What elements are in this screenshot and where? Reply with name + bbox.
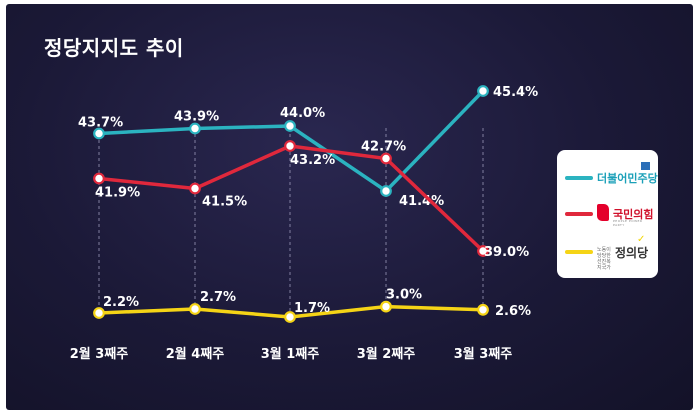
data-point [284, 120, 296, 132]
data-label: 39.0% [484, 245, 529, 260]
data-label: 2.2% [103, 295, 139, 310]
x-tick-label: 3월 2째주 [357, 346, 416, 362]
legend: 더불어민주당 국민의힘 PEOPLE POWER PARTY 노동이 당당한 선… [557, 150, 658, 278]
flag-icon [641, 162, 650, 170]
legend-line-justice [565, 250, 593, 254]
x-tick-label: 2월 3째주 [70, 346, 129, 362]
data-label: 42.7% [361, 140, 406, 155]
data-point [93, 307, 105, 319]
data-label: 2.6% [495, 304, 531, 319]
data-point [189, 303, 201, 315]
chart-title: 정당지지도 추이 [44, 36, 184, 60]
data-point [380, 152, 392, 165]
legend-item-justice: 노동이 당당한 선진복지국가 정의당 ✓ [565, 234, 653, 271]
data-label: 43.2% [290, 153, 335, 168]
legend-ppp-subtitle: PEOPLE POWER PARTY [613, 219, 643, 227]
data-label: 45.4% [493, 85, 538, 100]
data-point [93, 127, 105, 140]
data-point [284, 311, 296, 323]
data-point [93, 172, 105, 185]
legend-justice-tagline: 노동이 당당한 선진복지국가 [597, 247, 611, 271]
ppp-logo-icon [597, 204, 609, 221]
data-point [380, 300, 392, 313]
data-point [380, 185, 392, 197]
data-point [189, 182, 201, 195]
x-tick-label: 2월 4째주 [166, 346, 225, 362]
data-point [189, 122, 201, 135]
data-label: 41.9% [95, 186, 140, 201]
data-label: 43.9% [174, 110, 219, 125]
x-tick-label: 3월 3째주 [454, 346, 513, 362]
legend-label-justice: 정의당 [615, 246, 649, 260]
data-label: 1.7% [294, 301, 330, 316]
legend-label-ppp: 국민의힘 [613, 208, 654, 221]
data-point [477, 85, 489, 97]
legend-item-democratic: 더불어민주당 [565, 162, 658, 192]
data-label: 3.0% [386, 288, 422, 303]
legend-line-democratic [565, 176, 593, 180]
data-label: 43.7% [78, 116, 123, 131]
data-label: 44.0% [280, 106, 325, 121]
data-point [284, 140, 296, 152]
x-tick-label: 3월 1째주 [261, 346, 320, 362]
legend-item-ppp: 국민의힘 PEOPLE POWER PARTY [565, 200, 653, 228]
data-label: 41.5% [202, 195, 247, 210]
data-label: 2.7% [200, 290, 236, 305]
data-point [477, 245, 489, 257]
legend-label-democratic: 더불어민주당 [597, 172, 658, 185]
check-icon: ✓ [637, 234, 646, 245]
legend-line-ppp [565, 212, 593, 216]
data-point [477, 303, 489, 316]
